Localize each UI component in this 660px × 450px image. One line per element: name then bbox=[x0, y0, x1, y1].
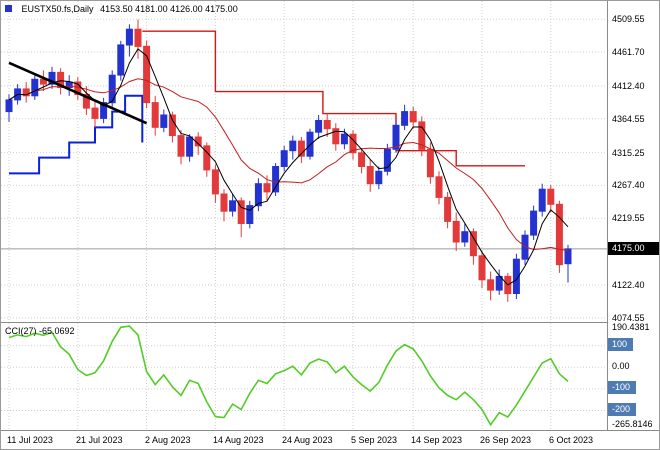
price-axis-label: 4364.55 bbox=[612, 114, 645, 124]
price-axis-label: 4122.40 bbox=[612, 280, 645, 290]
indicator-level-tag: 100 bbox=[608, 338, 634, 351]
price-axis-label: 4315.25 bbox=[612, 148, 645, 158]
indicator-name-label: CCI(27) -65.0692 bbox=[5, 326, 75, 336]
price-axis-label: 4461.70 bbox=[612, 47, 645, 57]
indicator-level-tag: -200 bbox=[608, 403, 637, 416]
date-axis: 11 Jul 2023 21 Jul 2023 2 Aug 2023 14 Aug 2… bbox=[1, 430, 659, 449]
main-chart-canvas[interactable] bbox=[1, 1, 607, 321]
date-axis-label: 26 Sep 2023 bbox=[480, 435, 532, 445]
cci-indicator-canvas[interactable] bbox=[1, 322, 607, 429]
indicator-axis: 190.4381 100 0.00 -100 -200 -265.8146 bbox=[608, 322, 659, 429]
current-price-tag: 4175.00 bbox=[608, 242, 659, 255]
date-axis-label: 2 Aug 2023 bbox=[145, 435, 191, 445]
date-axis-label: 14 Sep 2023 bbox=[411, 435, 463, 445]
price-axis-label: 4219.55 bbox=[612, 213, 645, 223]
indicator-axis-label: -265.8146 bbox=[612, 419, 653, 429]
price-axis-label: 4509.55 bbox=[612, 14, 645, 24]
price-axis-label: 4267.40 bbox=[612, 180, 645, 190]
indicator-level-tag: -100 bbox=[608, 381, 637, 394]
price-axis-label: 4074.55 bbox=[612, 313, 645, 323]
indicator-axis-label: 0.00 bbox=[612, 361, 630, 371]
indicator-axis-label: 190.4381 bbox=[612, 322, 650, 332]
price-axis: 4509.55 4461.70 4412.40 4364.55 4315.25 4267.… bbox=[608, 1, 659, 323]
chart-icon bbox=[5, 5, 12, 12]
quote-header: EUSTX50.fs,Daily 4153.50 4181.00 4126.00… bbox=[5, 4, 238, 14]
date-axis-label: 21 Jul 2023 bbox=[76, 435, 123, 445]
date-axis-label: 24 Aug 2023 bbox=[282, 435, 333, 445]
date-axis-label: 6 Oct 2023 bbox=[549, 435, 594, 445]
date-axis-label: 5 Sep 2023 bbox=[351, 435, 398, 445]
date-axis-label: 14 Aug 2023 bbox=[213, 435, 264, 445]
price-axis-label: 4412.40 bbox=[612, 81, 645, 91]
date-axis-label: 11 Jul 2023 bbox=[7, 435, 53, 445]
ohlc-values-label: 4153.50 4181.00 4126.00 4175.00 bbox=[100, 4, 238, 14]
axis-separator-line bbox=[607, 1, 608, 430]
symbol-period-label: EUSTX50.fs,Daily bbox=[21, 4, 94, 14]
